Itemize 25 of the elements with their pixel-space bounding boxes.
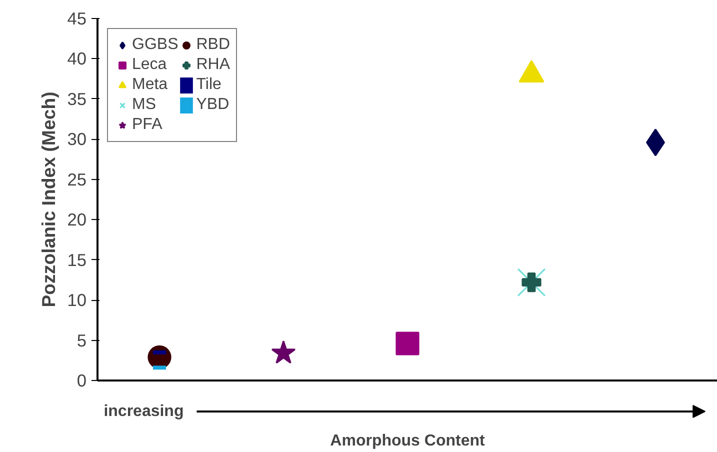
point — [396, 332, 420, 356]
point — [271, 340, 296, 364]
y-tick-label: 5 — [76, 330, 87, 350]
legend-label: GGBS — [132, 36, 178, 54]
y-axis-title: Pozzolanic Index (Mech) — [38, 92, 60, 308]
y-tick-label: 35 — [67, 88, 87, 109]
y-tick-label: 45 — [67, 8, 87, 28]
y-tick-label: 20 — [67, 210, 87, 230]
point — [522, 272, 542, 292]
legend-label: RBD — [196, 36, 230, 54]
legend-label: Tile — [196, 76, 222, 94]
legend-label: Meta — [132, 76, 168, 94]
legend-label: MS — [132, 96, 156, 114]
y-tick-label: 25 — [67, 169, 87, 190]
y-tick-label: 30 — [67, 129, 87, 150]
x-axis-title: Amorphous Content — [330, 432, 486, 450]
legend-label: RHA — [196, 56, 230, 74]
y-tick-label: 10 — [67, 290, 87, 310]
legend-label: PFA — [132, 116, 162, 134]
y-tick-label: 0 — [76, 370, 87, 390]
y-tick-label: 15 — [67, 250, 87, 270]
text: increasing — [104, 402, 184, 420]
legend-label: Leca — [132, 56, 167, 74]
y-tick-label: 40 — [67, 48, 87, 69]
legend-label: YBD — [196, 96, 230, 114]
